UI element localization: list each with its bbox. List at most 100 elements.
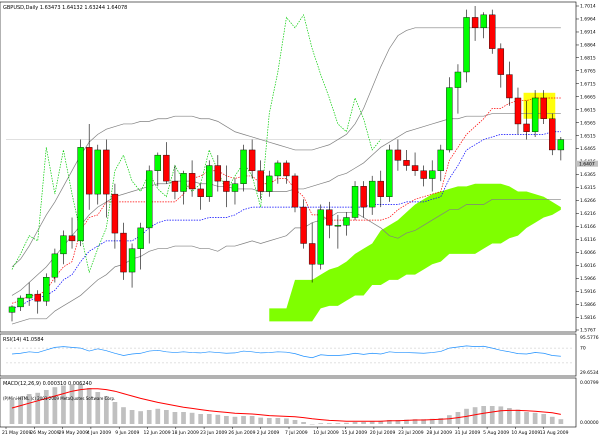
macd-histogram-bar: [18, 396, 23, 424]
price-tick-label: 1.5916: [580, 289, 596, 295]
macd-histogram-bar: [103, 396, 109, 424]
date-label: 13 Aug 2009: [540, 430, 569, 436]
candle: [300, 199, 307, 249]
candle-body: [377, 180, 384, 197]
candle-body: [283, 162, 290, 177]
candle: [68, 217, 76, 249]
price-tick-label: 1.5816: [580, 315, 596, 321]
macd-plot: [9, 384, 564, 425]
candle: [317, 204, 324, 270]
candle-body: [317, 209, 324, 265]
candle-body: [248, 149, 256, 171]
axes: 1.7014 1.6964 1.6914 1.6864 1.6815 1.6765 1.67…: [2, 4, 599, 436]
price-tick-label: 1.7014: [580, 4, 596, 10]
macd-histogram-bar: [129, 410, 135, 424]
candle-body: [43, 277, 50, 302]
macd-histogram-bar: [412, 419, 418, 424]
candle-body: [308, 243, 316, 265]
date-label: 10 Aug 2009: [511, 430, 540, 436]
candle-body: [214, 165, 222, 182]
candle-body: [471, 17, 479, 29]
candle-body: [514, 97, 522, 125]
price-tick-label: 1.6615: [580, 107, 596, 113]
macd-histogram-bar: [78, 384, 83, 424]
macd-histogram-bar: [515, 409, 521, 424]
candle-body: [180, 173, 187, 192]
price-tick-label: 1.6665: [580, 94, 596, 100]
candle: [506, 61, 513, 106]
price-tick-label: 1.6066: [580, 250, 596, 256]
candle-body: [17, 297, 24, 308]
macd-histogram-bar: [206, 414, 212, 424]
date-label: 7 Jul 2009: [285, 430, 308, 436]
macd-histogram-bar: [309, 424, 315, 425]
candle: [368, 175, 376, 215]
macd-histogram-bar: [266, 418, 272, 424]
price-tick-label: 1.6715: [580, 81, 596, 87]
candle: [188, 160, 196, 197]
macd-histogram-bar: [189, 412, 195, 424]
macd-histogram-bar: [52, 387, 58, 424]
macd-histogram-bar: [438, 418, 444, 424]
date-label: 9 Jun 2009: [115, 430, 139, 436]
main-header: GBPUSD,Daily 1.63473 1.64132 1.63244 1.6…: [3, 5, 127, 11]
date-label: 2 Jul 2009: [257, 430, 280, 436]
candle: [120, 222, 127, 280]
candle-body: [420, 170, 427, 179]
candle: [240, 144, 247, 192]
date-label: 26 May 2009: [30, 430, 59, 436]
macd-axis-label: 0.00799: [580, 380, 599, 386]
macd-histogram-bar: [258, 417, 264, 424]
date-label: 23 Jul 2009: [398, 430, 424, 436]
candle: [94, 144, 101, 205]
ichimoku-cloud: [269, 183, 561, 322]
candle: [137, 222, 144, 270]
macd-histogram-bar: [215, 414, 221, 424]
date-label: 31 Jul 2009: [455, 430, 481, 436]
date-label: 5 Aug 2009: [483, 430, 509, 436]
price-tick-label: 1.6116: [580, 237, 596, 243]
candle-body: [497, 48, 505, 75]
price-tick-label: 1.5866: [580, 302, 596, 308]
candle: [43, 273, 50, 306]
candle: [180, 170, 187, 205]
candle: [103, 139, 110, 218]
candle-body: [429, 170, 436, 179]
candle-body: [326, 209, 333, 226]
macd-histogram-bar: [112, 402, 118, 424]
macd-panel-frame: [0, 377, 577, 428]
candle: [386, 144, 393, 202]
candle: [549, 113, 556, 156]
price-tick-label: 1.6515: [580, 133, 596, 139]
candle: [274, 160, 282, 184]
price-tick-label: 1.5767: [580, 328, 596, 334]
date-label: 28 Jul 2009: [427, 430, 453, 436]
candle-body: [446, 87, 453, 151]
rsi-line: [11, 345, 561, 359]
candle-body: [60, 235, 67, 255]
candle-body: [266, 175, 273, 192]
candle-body: [489, 14, 496, 49]
price-tick-label: 1.6964: [580, 17, 596, 23]
candle-body: [68, 235, 76, 242]
date-label: 23 Jun 2009: [200, 430, 227, 436]
candle: [497, 43, 505, 88]
candle-body: [274, 162, 282, 177]
macd-histogram-bar: [26, 394, 32, 424]
candle-body: [163, 154, 170, 182]
candle: [266, 170, 273, 197]
rsi-axis-label: 70: [580, 346, 586, 352]
macd-histogram-bar: [429, 418, 435, 424]
date-label: 10 Jul 2009: [313, 430, 339, 436]
candle-body: [240, 149, 247, 184]
candle-body: [557, 139, 565, 151]
macd-histogram-bar: [507, 408, 512, 424]
date-label: 18 Jun 2009: [172, 430, 199, 436]
candle: [463, 9, 470, 83]
candle: [17, 295, 24, 312]
candle: [257, 160, 264, 200]
date-label: 29 May 2009: [59, 430, 88, 436]
macd-histogram-bar: [155, 408, 161, 424]
macd-histogram-bar: [524, 412, 529, 424]
candle-body: [51, 253, 59, 278]
